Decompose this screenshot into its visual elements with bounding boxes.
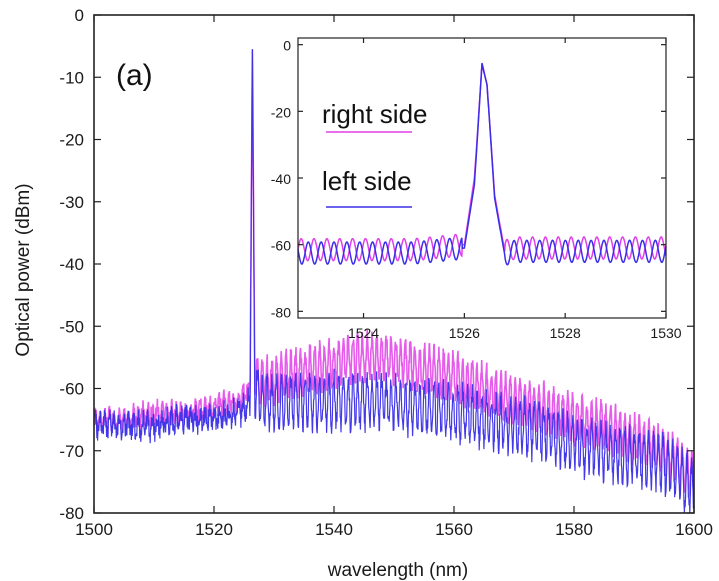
y-tick-label: -20 (59, 131, 84, 150)
legend-label-right-side: right side (322, 99, 428, 129)
y-tick-label: -60 (59, 380, 84, 399)
y-tick-label: -40 (271, 171, 291, 187)
x-tick-label: 1528 (550, 325, 581, 341)
y-tick-label: -30 (59, 193, 84, 212)
y-tick-label: -40 (59, 255, 84, 274)
y-tick-label: -50 (59, 317, 84, 336)
x-tick-label: 1600 (675, 520, 713, 539)
y-tick-label: -60 (271, 238, 291, 254)
x-tick-label: 1530 (650, 325, 681, 341)
y-axis-label: Optical power (dBm) (13, 183, 34, 356)
x-tick-label: 1540 (315, 520, 353, 539)
y-tick-label: -80 (271, 304, 291, 320)
y-tick-label: 0 (283, 38, 291, 54)
x-tick-label: 1524 (348, 325, 379, 341)
x-tick-label: 1560 (435, 520, 473, 539)
x-tick-label: 1526 (449, 325, 480, 341)
x-tick-label: 1520 (195, 520, 233, 539)
y-tick-label: -10 (59, 68, 84, 87)
y-tick-label: -80 (59, 504, 84, 523)
inset-plot: 1524 1526 1528 1530 0 -20 -40 -60 -80 right side… (271, 38, 682, 341)
panel-label: (a) (116, 59, 153, 92)
legend-label-left-side: left side (322, 166, 412, 196)
x-tick-label: 1580 (555, 520, 593, 539)
y-tick-label: -20 (271, 104, 291, 120)
y-tick-label: 0 (75, 6, 84, 25)
x-axis-label: wavelength (nm) (327, 560, 468, 581)
y-tick-label: -70 (59, 442, 84, 461)
